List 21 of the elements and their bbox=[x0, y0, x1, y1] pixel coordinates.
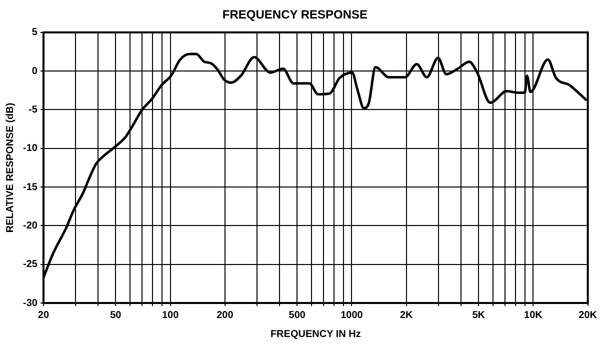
x-tick-label: 20 bbox=[38, 310, 50, 321]
x-tick-label: 100 bbox=[162, 310, 180, 321]
y-tick-label: -25 bbox=[23, 259, 38, 270]
y-tick-label: -10 bbox=[23, 143, 38, 154]
y-axis-title: RELATIVE RESPONSE (dB) bbox=[4, 102, 16, 233]
x-tick-label: 500 bbox=[288, 310, 306, 321]
y-tick-label: -20 bbox=[23, 220, 38, 232]
y-tick-label: 5 bbox=[32, 27, 38, 38]
x-tick-label: 50 bbox=[110, 310, 122, 321]
x-tick-label: 5K bbox=[472, 310, 486, 321]
x-tick-label: 20K bbox=[578, 310, 598, 321]
x-tick-label: 1000 bbox=[340, 310, 364, 321]
y-tick-label: -5 bbox=[28, 104, 38, 116]
chart-title: FREQUENCY RESPONSE bbox=[222, 8, 368, 22]
y-tick-label: -15 bbox=[23, 182, 38, 193]
y-tick-label: -30 bbox=[23, 298, 38, 309]
x-tick-label: 10K bbox=[524, 310, 544, 321]
x-tick-label: 2K bbox=[400, 310, 414, 321]
x-tick-label: 200 bbox=[216, 310, 234, 321]
y-tick-label: 0 bbox=[32, 66, 38, 77]
x-axis-title: FREQUENCY IN Hz bbox=[270, 328, 361, 340]
